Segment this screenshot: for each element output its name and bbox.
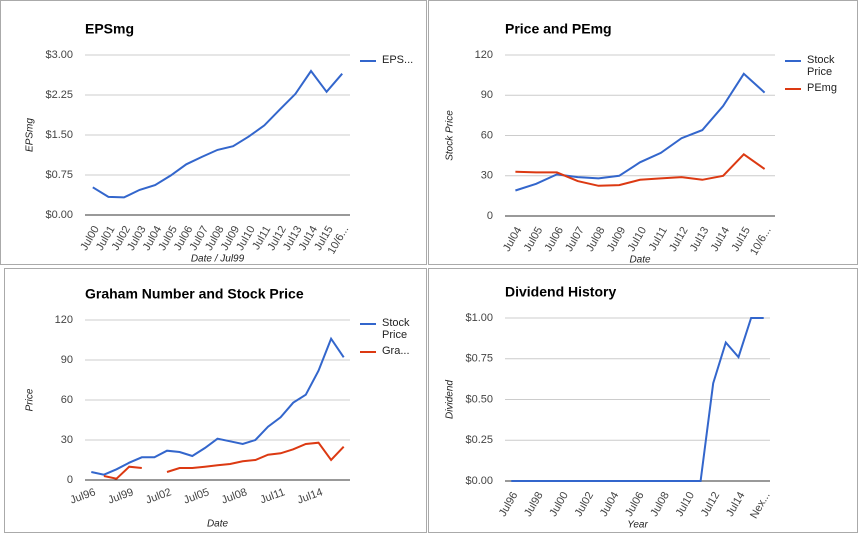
series-line xyxy=(511,317,764,482)
y-tick-label: 30 xyxy=(61,434,73,446)
panel xyxy=(428,268,858,533)
legend-entry: Stock Price xyxy=(785,54,847,78)
legend-label: EPS... xyxy=(382,54,414,66)
y-tick-label: $0.25 xyxy=(465,434,493,446)
series-line xyxy=(515,152,766,187)
y-tick-label: 90 xyxy=(61,354,73,366)
series-line xyxy=(92,69,343,199)
y-tick-label: $1.00 xyxy=(465,312,493,324)
y-tick-label: $0.00 xyxy=(45,209,73,221)
legend-swatch xyxy=(360,323,376,325)
series-line xyxy=(515,72,766,192)
y-axis-title: Dividend xyxy=(445,380,456,419)
x-axis-title: Year xyxy=(627,520,648,531)
legend-entry: Stock Price xyxy=(360,317,422,341)
y-tick-label: 60 xyxy=(61,394,73,406)
chart-title: Dividend History xyxy=(505,284,616,300)
x-axis-title: Date / Jul99 xyxy=(191,254,245,265)
y-tick-label: 0 xyxy=(487,210,493,222)
legend-entry: EPS... xyxy=(360,54,422,66)
chart-title: Graham Number and Stock Price xyxy=(85,286,304,302)
y-tick-label: $1.50 xyxy=(45,129,73,141)
legend-entry: Gra... xyxy=(360,345,422,357)
y-tick-label: $3.00 xyxy=(45,49,73,61)
legend-label: PEmg xyxy=(807,82,837,94)
y-tick-label: $0.75 xyxy=(45,169,73,181)
panel xyxy=(428,0,858,265)
series-line xyxy=(103,441,345,480)
legend-swatch xyxy=(785,60,801,62)
legend-swatch xyxy=(360,60,376,62)
legend-swatch xyxy=(360,351,376,353)
y-tick-label: 90 xyxy=(481,89,493,101)
y-tick-label: 0 xyxy=(67,474,73,486)
y-tick-label: 120 xyxy=(55,314,73,326)
y-axis-title: Stock Price xyxy=(445,110,456,161)
chart-title: EPSmg xyxy=(85,21,134,37)
y-tick-label: $0.75 xyxy=(465,353,493,365)
legend-entry: PEmg xyxy=(785,82,847,94)
series-line xyxy=(91,336,345,476)
legend-label: Stock Price xyxy=(382,317,410,341)
legend-label: Gra... xyxy=(382,345,410,357)
y-tick-label: 120 xyxy=(475,49,493,61)
y-tick-label: 30 xyxy=(481,170,493,182)
y-tick-label: 60 xyxy=(481,129,493,141)
legend-swatch xyxy=(785,88,801,90)
y-axis-title: Price xyxy=(25,388,36,411)
chart-title: Price and PEmg xyxy=(505,21,612,37)
legend-label: Stock Price xyxy=(807,54,835,78)
y-tick-label: $2.25 xyxy=(45,89,73,101)
x-axis-title: Date xyxy=(629,255,651,266)
y-tick-label: $0.50 xyxy=(465,393,493,405)
y-axis-title: EPSmg xyxy=(25,118,36,152)
panel xyxy=(0,0,427,265)
y-tick-label: $0.00 xyxy=(465,475,493,487)
x-axis-title: Date xyxy=(207,519,229,530)
